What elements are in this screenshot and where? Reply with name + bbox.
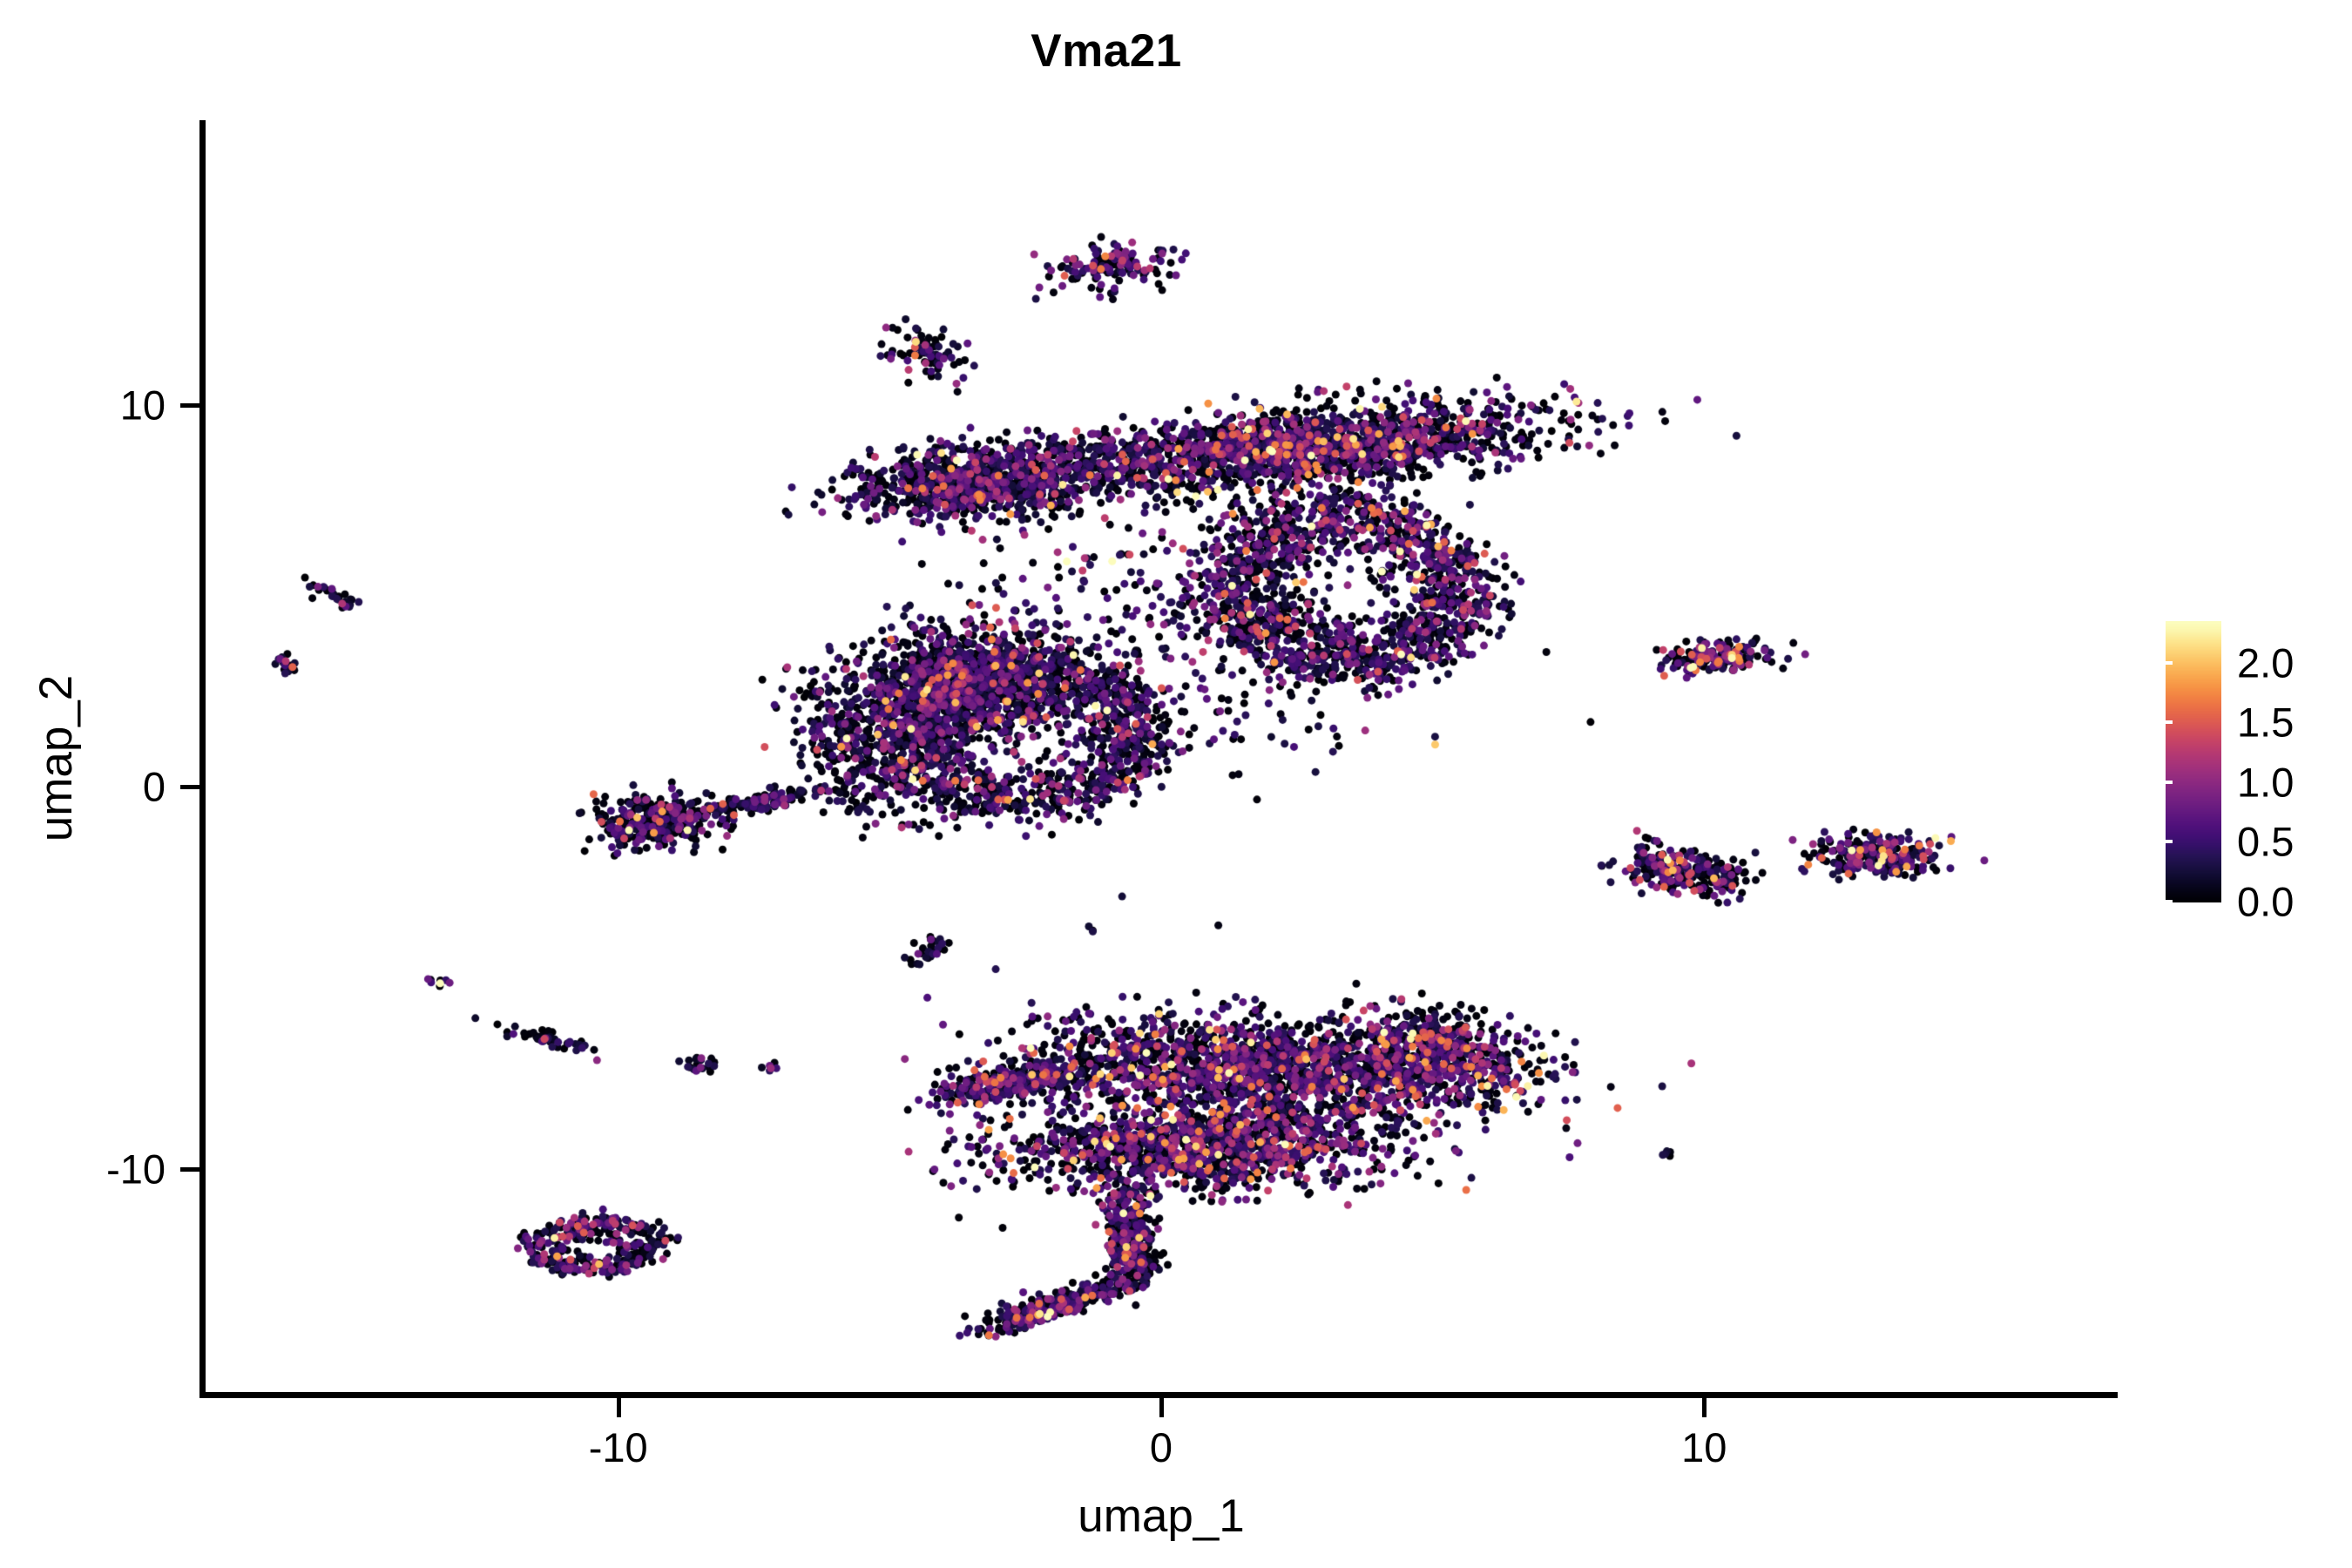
- x-tick-label-10: 10: [1681, 1424, 1727, 1470]
- colorbar-tick-left: [2160, 780, 2173, 784]
- x-tick-label--10: -10: [588, 1424, 648, 1470]
- y-tick-label--10: -10: [106, 1146, 166, 1193]
- colorbar-gradient: [2166, 621, 2221, 902]
- colorbar-label-1.5: 1.5: [2237, 699, 2295, 746]
- x-tick-label-0: 0: [1149, 1424, 1173, 1470]
- colorbar-label-1.0: 1.0: [2237, 759, 2295, 806]
- umap-scatter-canvas: [206, 122, 2117, 1395]
- colorbar-tick-right: [2331, 900, 2343, 903]
- colorbar-label-2.0: 2.0: [2237, 639, 2295, 686]
- colorbar-tick-left: [2160, 720, 2173, 725]
- y-axis-line: [199, 120, 206, 1397]
- colorbar-tick-left: [2160, 660, 2173, 665]
- y-tick-mark: [180, 402, 199, 408]
- colorbar-tick-right: [2331, 660, 2343, 665]
- y-tick-label-0: 0: [142, 763, 166, 810]
- y-tick-label-10: 10: [119, 382, 166, 429]
- y-tick-mark: [180, 1167, 199, 1173]
- colorbar-tick-left: [2160, 840, 2173, 844]
- plot-panel: [206, 122, 2117, 1395]
- x-tick-mark: [1159, 1398, 1164, 1417]
- colorbar-tick-right: [2331, 840, 2343, 844]
- y-axis-title: umap_2: [30, 674, 82, 842]
- colorbar-tick-left: [2160, 900, 2173, 903]
- colorbar-tick-right: [2331, 780, 2343, 784]
- x-axis-title: umap_1: [1078, 1490, 1245, 1542]
- colorbar-legend: 0.0 0.5 1.0 1.5 2.0: [2160, 610, 2343, 925]
- page-title: Vma21: [1031, 25, 1182, 77]
- colorbar-label-0.0: 0.0: [2237, 878, 2295, 925]
- x-tick-mark: [1702, 1398, 1707, 1417]
- y-tick-mark: [180, 785, 199, 790]
- colorbar-label-0.5: 0.5: [2237, 818, 2295, 865]
- x-axis-line: [199, 1392, 2118, 1398]
- x-tick-mark: [616, 1398, 621, 1417]
- colorbar-tick-right: [2331, 720, 2343, 725]
